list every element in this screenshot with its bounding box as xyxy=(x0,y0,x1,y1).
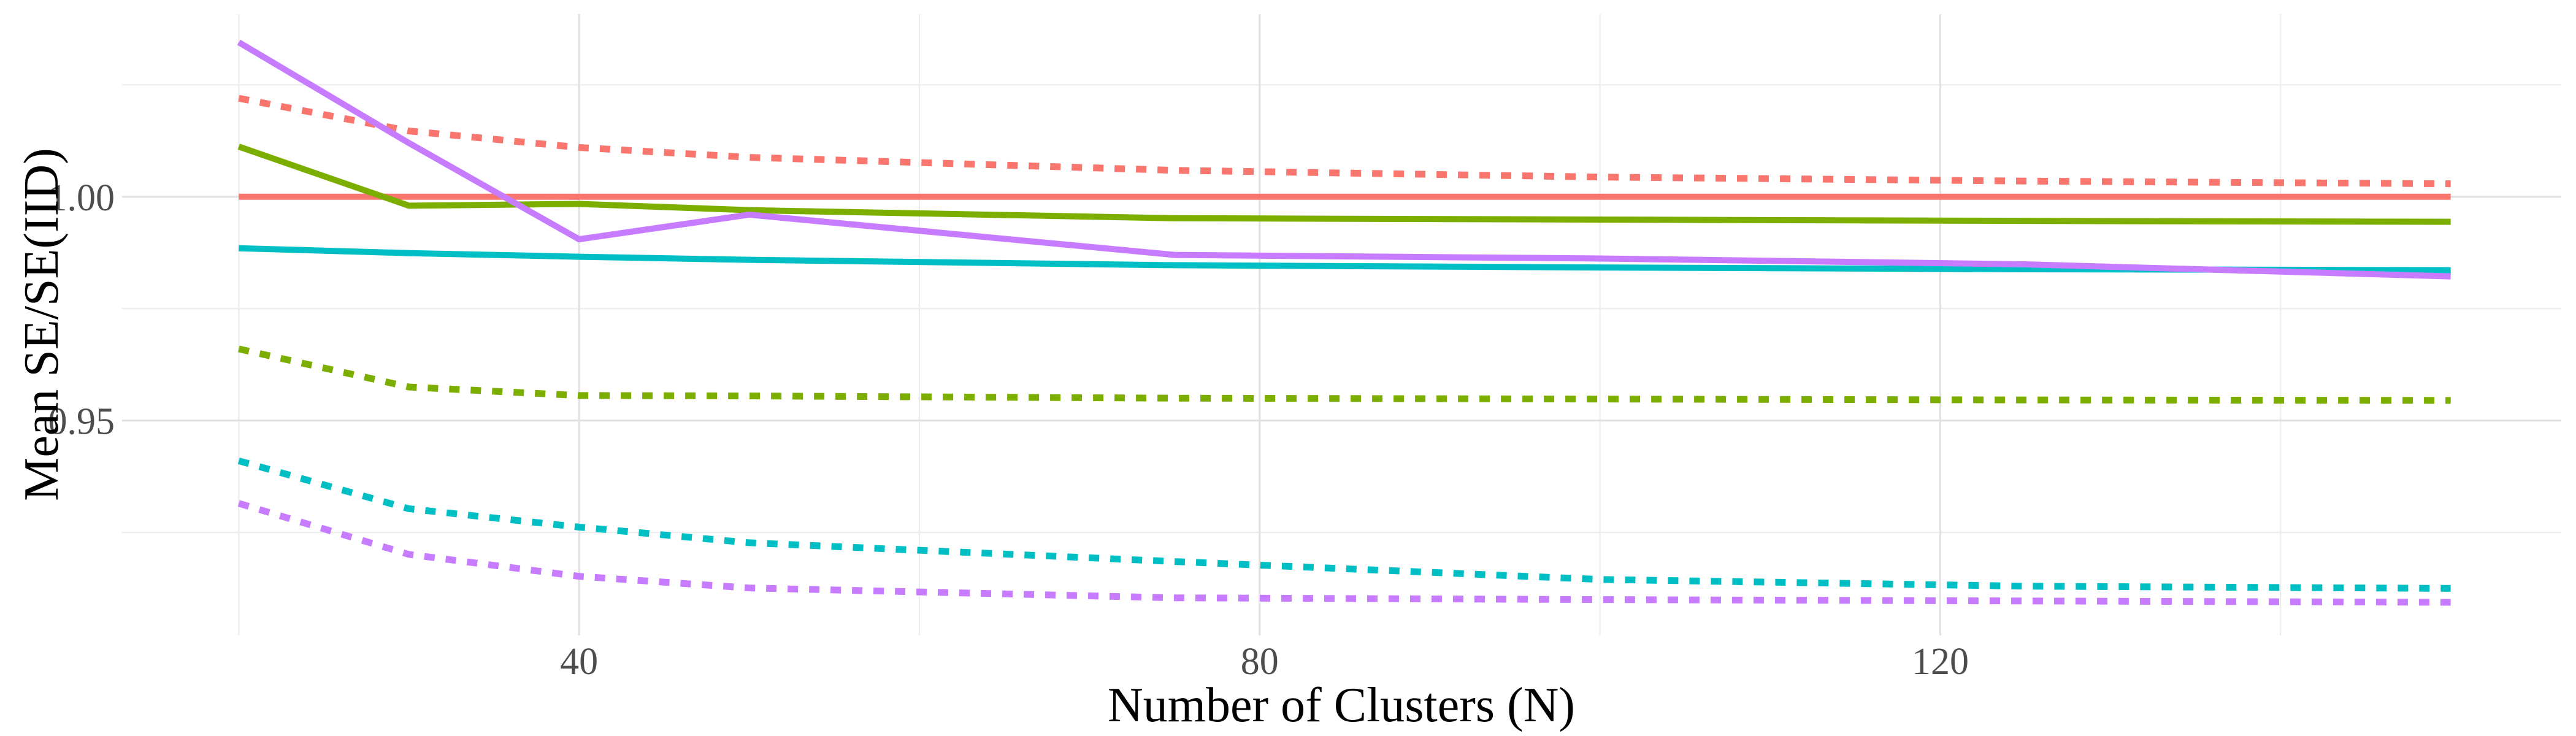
x-tick-label: 40 xyxy=(560,641,598,683)
x-axis-title: Number of Clusters (N) xyxy=(1107,678,1576,732)
y-tick-label: 1.00 xyxy=(48,177,115,219)
series-salmon-dashed-line xyxy=(238,94,2451,188)
series-purple-dashed-line xyxy=(237,500,2451,606)
series-green-solid-line xyxy=(237,144,2451,225)
series-purple-solid-line xyxy=(237,39,2451,280)
series-green-dashed-line xyxy=(238,345,2451,404)
series-teal-solid-line xyxy=(239,245,2451,274)
x-tick-label: 120 xyxy=(1912,641,1969,683)
y-tick-label: 0.95 xyxy=(48,401,115,443)
series-teal-dashed-line xyxy=(237,458,2451,592)
x-tick-label: 80 xyxy=(1241,641,1279,683)
y-axis-title: Mean SE/SE(IID) xyxy=(15,148,69,501)
